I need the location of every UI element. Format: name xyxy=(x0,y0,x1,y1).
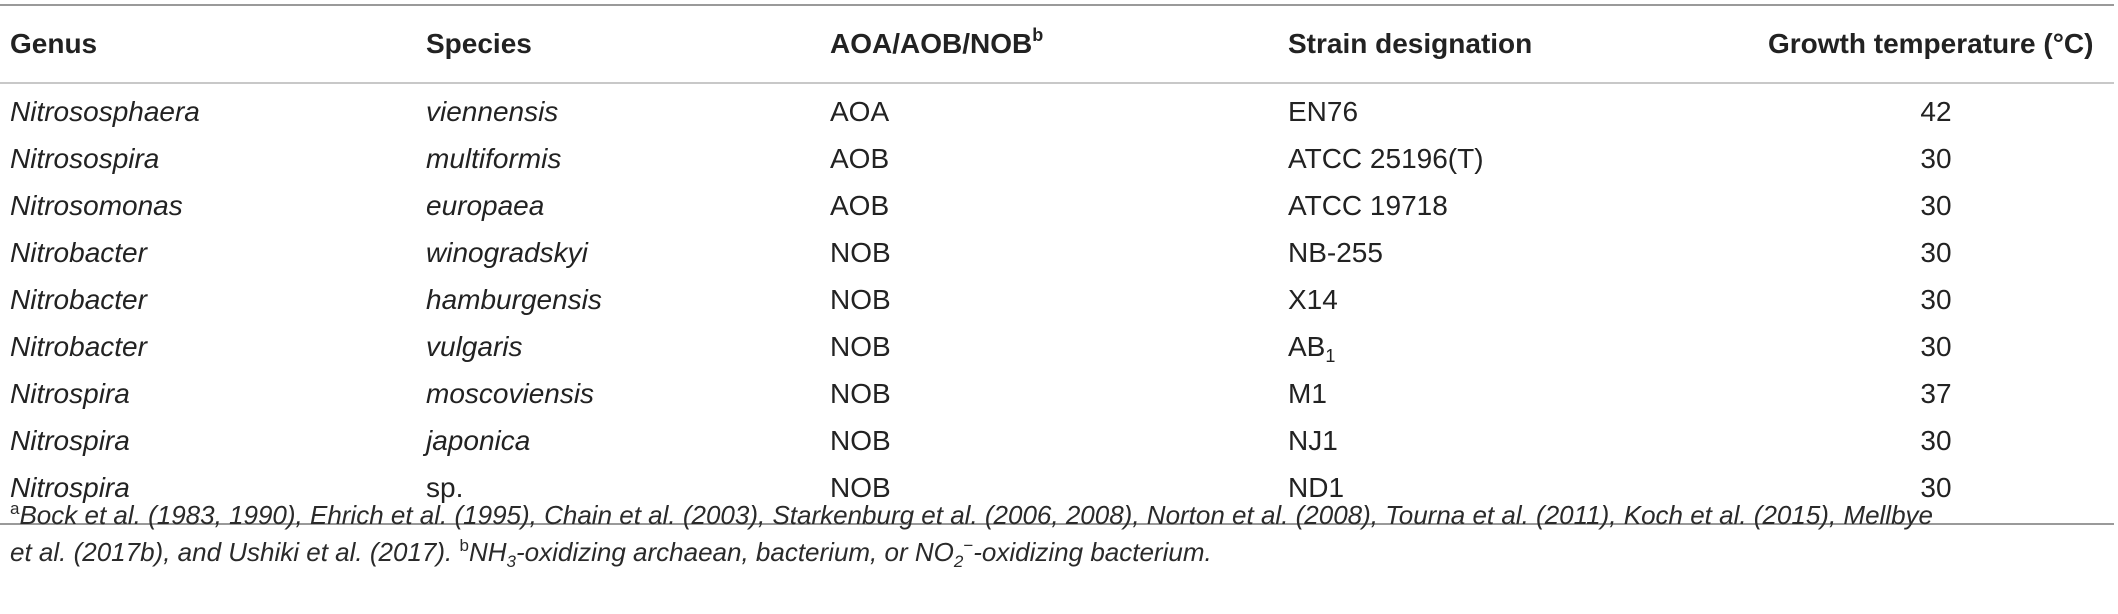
cell-species: vulgaris xyxy=(426,330,523,362)
cell-strain-text: X14 xyxy=(1288,283,1338,315)
header-genus: Genus xyxy=(10,28,98,59)
cell-strain-text: NB-255 xyxy=(1288,236,1383,268)
cell-type: NOB xyxy=(830,330,891,362)
cell-temp: 30 xyxy=(1920,236,1952,268)
cell-type: NOB xyxy=(830,236,891,268)
cell-species: europaea xyxy=(426,189,545,221)
cell-genus: Nitrobacter xyxy=(10,236,147,268)
cell-type: AOA xyxy=(830,95,890,127)
cell-strain-text: ND1 xyxy=(1288,471,1345,503)
cell-strain-text: M1 xyxy=(1288,377,1327,409)
table-row: Nitrospira japonica NOB NJ1 30 xyxy=(0,417,2114,464)
cell-species: sp. xyxy=(426,471,464,503)
cell-species: winogradskyi xyxy=(426,236,588,268)
cell-temp: 37 xyxy=(1920,377,1952,409)
cell-strain: ATCC 25196(T) xyxy=(1288,143,1484,175)
header-type-label: AOA/AOB/NOB xyxy=(830,28,1033,59)
table-bottom-rule xyxy=(0,523,2114,525)
data-table: Genus Species AOA/AOB/NOBb Strain design… xyxy=(0,4,2114,525)
cell-genus: Nitrososphaera xyxy=(10,95,200,127)
cell-temp: 30 xyxy=(1920,330,1952,362)
cell-species: viennensis xyxy=(426,95,559,127)
cell-temp: 30 xyxy=(1920,283,1952,315)
cell-species: multiformis xyxy=(426,142,562,174)
table-row: Nitrobacter vulgaris NOB AB1 30 xyxy=(0,323,2114,370)
cell-species: moscoviensis xyxy=(426,377,595,409)
footnote-a-mark: a xyxy=(10,499,20,518)
footnote-b-sub2: 2 xyxy=(953,552,964,571)
cell-strain-text: NJ1 xyxy=(1288,424,1338,456)
cell-strain: ND1 xyxy=(1288,472,1344,504)
table-row: Nitrobacter winogradskyi NOB NB-255 30 xyxy=(0,229,2114,276)
cell-genus: Nitrobacter xyxy=(10,283,147,315)
header-temp: Growth temperature (°C) xyxy=(1768,28,2094,59)
footnote-line-1: aBock et al. (1983, 1990), Ehrich et al.… xyxy=(10,497,2110,534)
cell-type: NOB xyxy=(830,471,891,503)
cell-strain: NB-255 xyxy=(1288,237,1383,269)
cell-genus: Nitrosospira xyxy=(10,142,160,174)
table-top-rule xyxy=(0,4,2114,6)
footnote-b-sub1: 3 xyxy=(506,552,516,571)
cell-genus: Nitrospira xyxy=(10,424,130,456)
cell-strain: M1 xyxy=(1288,378,1327,410)
cell-strain: ATCC 19718 xyxy=(1288,190,1448,222)
cell-strain: EN76 xyxy=(1288,96,1358,128)
table-row: Nitrospira sp. NOB ND1 30 xyxy=(0,464,2114,511)
footnote-b-sup2: − xyxy=(963,536,974,555)
header-type: AOA/AOB/NOBb xyxy=(830,25,1044,60)
footnote-b-mark: b xyxy=(459,536,469,555)
cell-strain: AB1 xyxy=(1288,330,1336,366)
header-strain: Strain designation xyxy=(1288,28,1533,59)
table-body: Nitrososphaera viennensis AOA EN76 42 Nitroso… xyxy=(0,84,2114,523)
cell-genus: Nitrospira xyxy=(10,377,130,409)
cell-genus: Nitrosomonas xyxy=(10,189,183,221)
cell-temp: 30 xyxy=(1920,424,1952,456)
header-type-footnote-mark: b xyxy=(1032,25,1044,45)
footnote-b-part1: NH xyxy=(468,537,507,567)
cell-type: NOB xyxy=(830,377,891,409)
footnote-a-text-1: Bock et al. (1983, 1990), Ehrich et al. … xyxy=(19,500,1933,530)
footnote-b-part3: -oxidizing bacterium. xyxy=(973,537,1212,567)
cell-genus: Nitrobacter xyxy=(10,330,147,362)
cell-type: NOB xyxy=(830,424,891,456)
table-row: Nitrosomonas europaea AOB ATCC 19718 30 xyxy=(0,182,2114,229)
footnote-a-text-2: et al. (2017b), and Ushiki et al. (2017)… xyxy=(10,537,453,567)
table-footnote: aBock et al. (1983, 1990), Ehrich et al.… xyxy=(10,497,2110,571)
cell-species: hamburgensis xyxy=(426,283,602,315)
cell-temp: 30 xyxy=(1920,471,1952,503)
cell-type: NOB xyxy=(830,283,891,315)
table-row: Nitrososphaera viennensis AOA EN76 42 xyxy=(0,88,2114,135)
cell-strain: X14 xyxy=(1288,284,1338,316)
cell-type: AOB xyxy=(830,142,890,174)
cell-type: AOB xyxy=(830,189,890,221)
table-row: Nitrospira moscoviensis NOB M1 37 xyxy=(0,370,2114,417)
table-row: Nitrosospira multiformis AOB ATCC 25196(T) 3… xyxy=(0,135,2114,182)
table-header-row: Genus Species AOA/AOB/NOBb Strain design… xyxy=(0,6,2114,82)
cell-temp: 42 xyxy=(1920,95,1952,127)
header-species: Species xyxy=(426,28,532,59)
cell-strain-text: EN76 xyxy=(1288,95,1359,127)
cell-species: japonica xyxy=(426,424,531,456)
footnote-line-2: et al. (2017b), and Ushiki et al. (2017)… xyxy=(10,534,2110,571)
cell-temp: 30 xyxy=(1920,142,1952,174)
table-row: Nitrobacter hamburgensis NOB X14 30 xyxy=(0,276,2114,323)
cell-strain: NJ1 xyxy=(1288,425,1338,457)
table-header-rule xyxy=(0,82,2114,84)
cell-temp: 30 xyxy=(1920,189,1952,221)
cell-strain-subscript: 1 xyxy=(1325,345,1336,366)
cell-strain-text: AB xyxy=(1288,330,1326,362)
cell-strain-text: ATCC 25196(T) xyxy=(1288,142,1484,174)
cell-genus: Nitrospira xyxy=(10,471,130,503)
footnote-b-part2: -oxidizing archaean, bacterium, or NO xyxy=(515,537,954,567)
cell-strain-text: ATCC 19718 xyxy=(1288,189,1448,221)
